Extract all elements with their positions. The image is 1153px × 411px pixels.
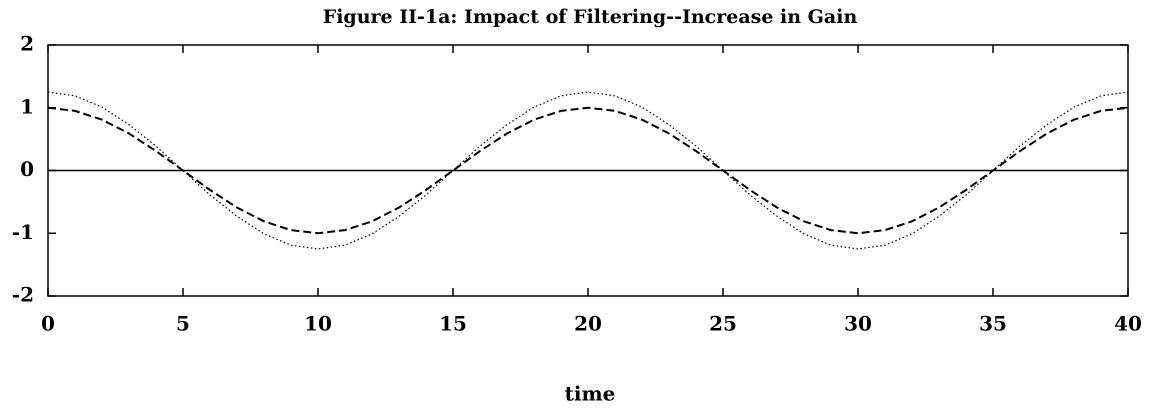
y-tick-label: -2: [12, 283, 34, 307]
x-tick-label: 5: [176, 312, 190, 336]
line-series: [47, 106, 1129, 235]
y-tick-label: 1: [20, 94, 34, 118]
x-tick-label: 10: [304, 312, 332, 336]
chart-title: Figure II-1a: Impact of Filtering--Incre…: [323, 6, 858, 28]
y-tick-label: 2: [20, 32, 34, 56]
x-tick-label: 35: [979, 312, 1007, 336]
x-tick-label: 15: [439, 312, 467, 336]
x-axis-label: time: [565, 382, 616, 406]
y-tick-label: 0: [20, 157, 34, 181]
x-tick-label: 0: [41, 312, 55, 336]
y-tick-label: -1: [12, 220, 34, 244]
x-tick-label: 30: [844, 312, 872, 336]
x-tick-label: 20: [574, 312, 602, 336]
x-tick-label: 25: [709, 312, 737, 336]
x-tick-label: 40: [1114, 312, 1142, 336]
